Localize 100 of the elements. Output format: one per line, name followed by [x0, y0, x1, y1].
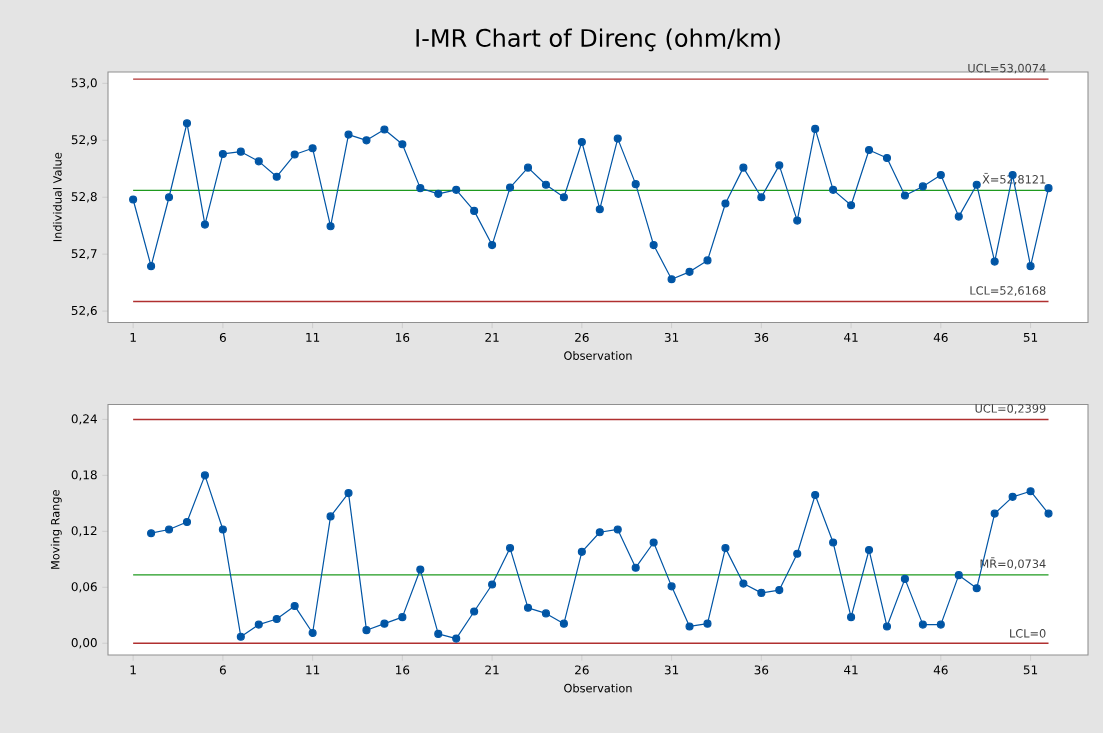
x-tick-label: 41	[844, 665, 858, 675]
x-tick-label: 46	[933, 332, 948, 342]
point	[990, 509, 999, 518]
point	[380, 619, 389, 628]
point	[775, 161, 784, 170]
point	[416, 565, 425, 574]
point	[147, 262, 156, 271]
y-tick-label: 0,18	[71, 470, 97, 481]
point	[900, 191, 909, 200]
point	[900, 574, 909, 583]
point	[1044, 509, 1053, 518]
point	[739, 163, 748, 172]
point	[775, 586, 784, 595]
point	[739, 579, 748, 588]
point	[721, 544, 730, 553]
point	[595, 528, 604, 537]
point	[595, 205, 604, 214]
y-axis-title: Individual Value	[52, 152, 62, 242]
point	[721, 199, 730, 208]
point	[954, 212, 963, 221]
point	[559, 619, 568, 628]
y-tick-label: 53,0	[71, 78, 97, 89]
point	[200, 220, 209, 229]
point	[936, 170, 945, 180]
point	[236, 147, 245, 156]
point	[541, 180, 551, 189]
point	[757, 193, 766, 202]
x-tick-label: 21	[485, 665, 499, 675]
point	[1044, 184, 1053, 193]
point	[667, 582, 676, 591]
point	[272, 172, 281, 181]
point	[847, 613, 856, 622]
point	[505, 544, 515, 553]
x-tick-label: 1	[130, 332, 136, 342]
x-tick-label: 31	[664, 665, 679, 675]
point	[470, 206, 479, 215]
point	[1008, 492, 1017, 501]
point	[470, 607, 479, 616]
ref-line-label: UCL=0,2399	[975, 404, 1046, 414]
x-tick-label: 11	[306, 332, 320, 342]
point	[344, 130, 353, 139]
point	[577, 547, 586, 556]
point	[918, 182, 927, 191]
point	[308, 144, 317, 153]
point	[129, 195, 138, 204]
point	[559, 193, 568, 202]
x-tick-label: 36	[754, 665, 769, 675]
y-tick-label: 52,8	[71, 192, 97, 203]
point	[1026, 487, 1035, 496]
point	[505, 183, 515, 192]
x-tick-label: 6	[219, 332, 226, 342]
point	[577, 137, 586, 147]
x-axis-title: Observation	[564, 351, 632, 360]
x-tick-label: 16	[396, 332, 410, 342]
point	[882, 622, 892, 631]
point	[829, 185, 838, 194]
point	[864, 545, 874, 555]
point	[182, 119, 192, 128]
x-tick-label: 21	[485, 332, 499, 342]
point	[631, 180, 640, 189]
x-tick-label: 36	[754, 332, 769, 342]
point	[218, 149, 227, 159]
point	[954, 571, 963, 580]
point	[488, 580, 497, 589]
point	[308, 628, 317, 638]
x-tick-label: 16	[396, 665, 410, 675]
point	[362, 136, 371, 145]
point	[649, 240, 658, 250]
point	[649, 538, 658, 547]
point	[200, 471, 209, 480]
point	[398, 613, 407, 622]
point	[488, 240, 497, 250]
point	[434, 189, 443, 198]
point	[398, 140, 407, 149]
point	[757, 588, 766, 597]
x-tick-label: 1	[130, 665, 136, 675]
point	[793, 216, 802, 225]
ref-line-label: LCL=52,6168	[970, 286, 1046, 296]
x-tick-label: 51	[1023, 665, 1038, 675]
x-tick-label: 31	[664, 332, 679, 342]
x-tick-label: 46	[933, 665, 948, 675]
point	[218, 525, 227, 534]
point	[972, 180, 981, 189]
point	[362, 626, 371, 635]
y-tick-label: 52,7	[71, 249, 97, 260]
point	[685, 267, 694, 276]
point	[685, 622, 694, 631]
point	[667, 275, 676, 284]
point	[811, 124, 820, 133]
point	[1026, 262, 1035, 271]
y-tick-label: 52,6	[71, 305, 97, 317]
chart-title: I-MR Chart of Direnç (ohm/km)	[416, 28, 780, 52]
y-axis-title: Moving Range	[50, 490, 62, 569]
point	[631, 563, 640, 572]
point	[416, 184, 425, 193]
x-tick-label: 6	[219, 665, 226, 675]
point	[272, 614, 281, 624]
point	[326, 222, 335, 231]
point	[613, 525, 622, 534]
point	[864, 145, 874, 155]
